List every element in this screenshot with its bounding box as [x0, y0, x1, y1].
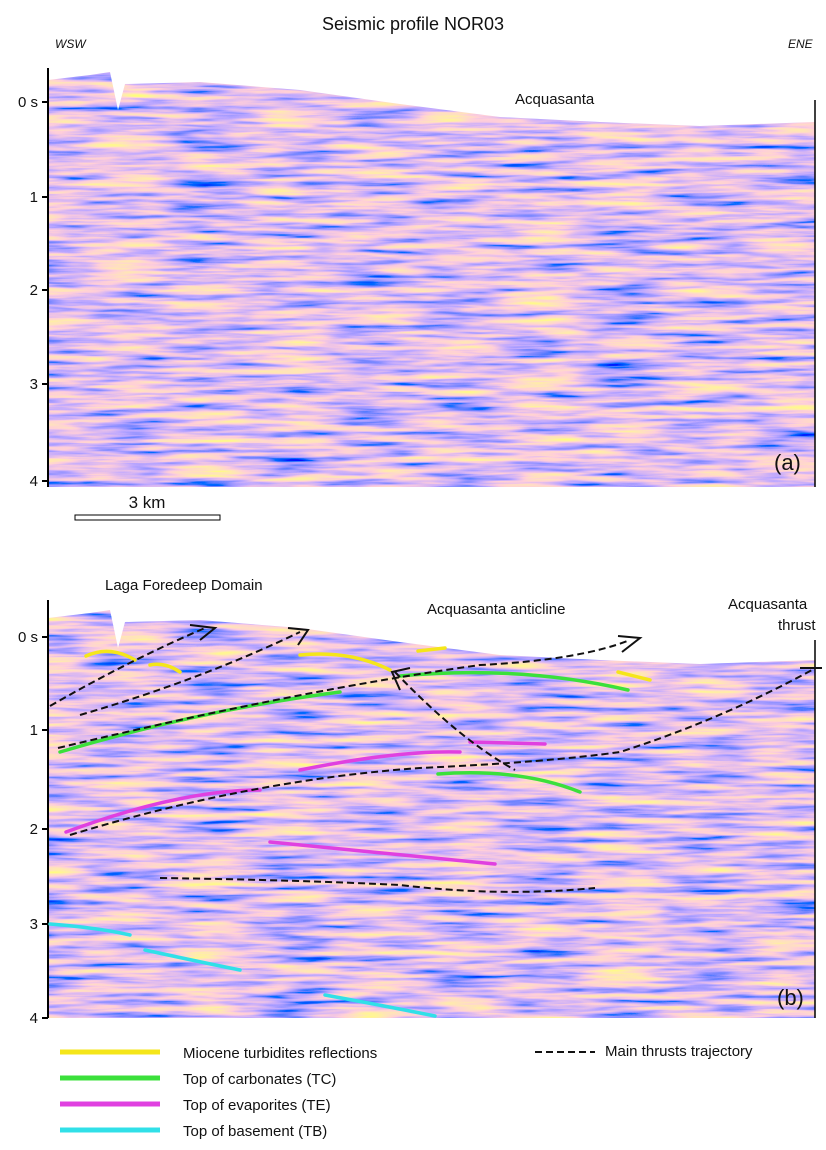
- horizon-basement: [143, 948, 242, 972]
- horizon-evaporites: [268, 840, 497, 866]
- horizon-miocene: [84, 649, 137, 662]
- horizons: [48, 646, 652, 1018]
- scale-label: 3 km: [129, 493, 166, 512]
- annotation: thrust: [778, 617, 816, 634]
- annotation: Acquasanta: [728, 596, 808, 613]
- horizon-miocene: [616, 670, 652, 682]
- annotation: Laga Foredeep Domain: [105, 577, 263, 594]
- arrowhead: [390, 667, 411, 691]
- thrust: [159, 877, 596, 893]
- legend-label: Top of evaporites (TE): [183, 1097, 331, 1114]
- annotation: Acquasanta anticline: [427, 601, 565, 618]
- horizon-miocene: [298, 652, 392, 672]
- horizon-miocene: [148, 662, 182, 674]
- axis-label: 2: [30, 821, 38, 838]
- panel-label: (a): [774, 450, 801, 475]
- thrust: [79, 631, 301, 716]
- horizon-carbonates: [436, 771, 582, 794]
- direction: WSW: [55, 37, 87, 51]
- legend-label: Top of carbonates (TC): [183, 1071, 336, 1088]
- panel-a: 0 s 1 2 3 4 Acquasanta (a) 3 km: [18, 68, 816, 521]
- thrust: [57, 639, 631, 749]
- horizon-evaporites: [64, 788, 262, 834]
- thrusts: [49, 627, 813, 893]
- horizon-basement: [323, 993, 437, 1018]
- arrowhead: [617, 635, 643, 653]
- axis-label: 4: [30, 1010, 38, 1027]
- thrust: [69, 669, 813, 836]
- arrowheads: [189, 624, 822, 691]
- horizon-evaporites: [468, 740, 547, 746]
- annotation: Acquasanta: [515, 91, 595, 108]
- axis-label: 0 s: [18, 629, 38, 646]
- panel-b: 0 s 1 2 3 4: [18, 577, 822, 1027]
- horizon-basement: [48, 922, 132, 937]
- scale-bar: [74, 514, 221, 521]
- legend-label: Miocene turbidites reflections: [183, 1045, 377, 1062]
- arrowhead: [287, 627, 310, 646]
- axis-label: 3: [30, 376, 38, 393]
- direction: ENE: [788, 37, 814, 51]
- axis-label: 3: [30, 916, 38, 933]
- arrowhead: [189, 624, 218, 641]
- axis-label: 1: [30, 722, 38, 739]
- horizon-miocene: [416, 646, 447, 653]
- thrust: [49, 627, 206, 707]
- axis-label: 4: [30, 473, 38, 490]
- title: Seismic profile NOR03: [322, 14, 504, 34]
- legend-label: Top of basement (TB): [183, 1123, 327, 1140]
- seismic-image: [48, 610, 815, 1018]
- panel-label: (b): [777, 985, 804, 1010]
- axis-label: 2: [30, 282, 38, 299]
- horizon-evaporites: [298, 750, 462, 772]
- horizon-carbonates: [398, 670, 630, 692]
- legend-label: Main thrusts trajectory: [605, 1043, 753, 1060]
- axis-label: 0 s: [18, 94, 38, 111]
- seismic-image: [48, 72, 815, 487]
- legend: Miocene turbidites reflections Top of ca…: [60, 1043, 753, 1140]
- axis-label: 1: [30, 189, 38, 206]
